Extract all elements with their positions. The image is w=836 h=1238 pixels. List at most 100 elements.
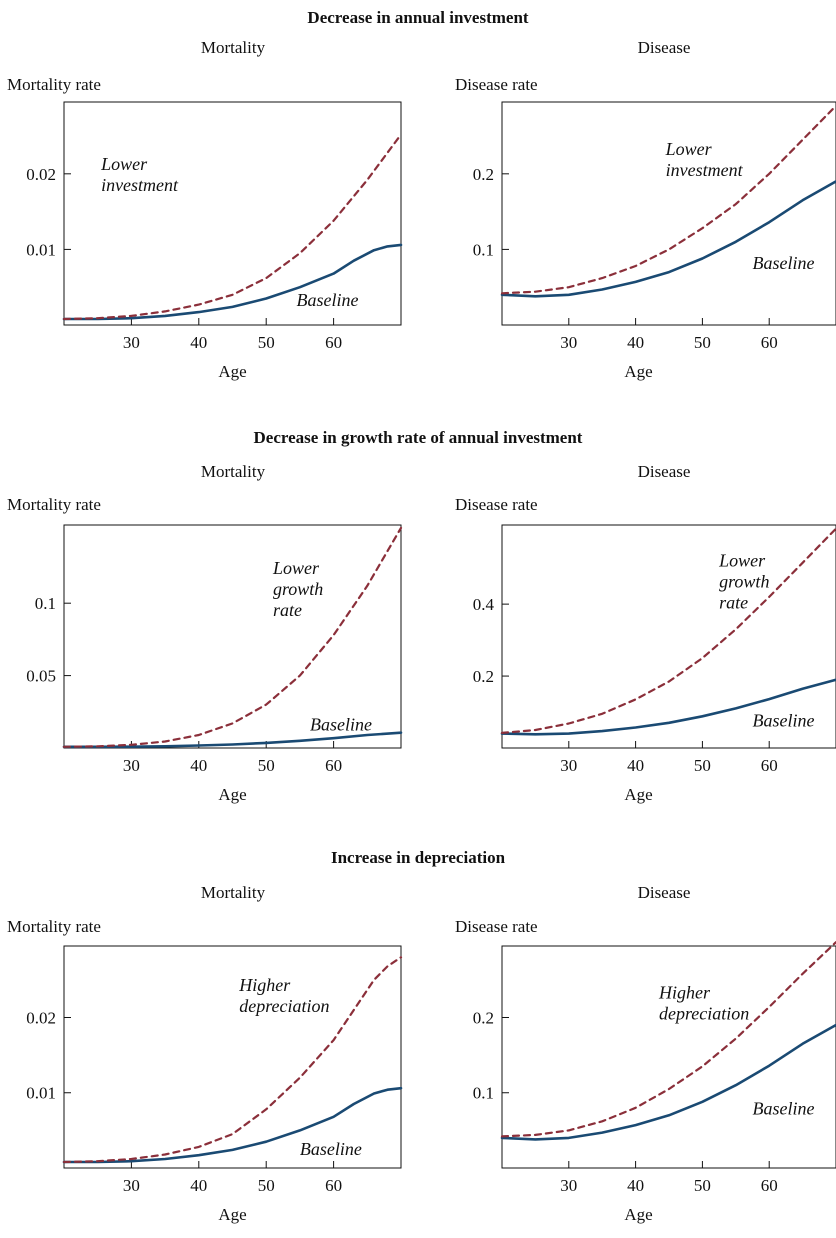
x-axis-label: Age: [624, 785, 652, 804]
alternative-series-line: [500, 941, 836, 1138]
x-tick-label: 40: [190, 333, 207, 352]
y-tick-label: 0.1: [473, 1084, 494, 1103]
baseline-series-line: [62, 1086, 403, 1164]
x-tick-label: 60: [761, 1176, 778, 1195]
y-axis-label: Mortality rate: [7, 495, 101, 514]
x-tick-label: 50: [694, 333, 711, 352]
alternative-series-line: [62, 133, 403, 321]
series-annotation: investment: [101, 175, 179, 195]
series-annotation: Baseline: [753, 1099, 815, 1119]
series-annotation: rate: [719, 592, 748, 612]
series-annotation: Lower: [100, 154, 148, 174]
y-axis-label: Disease rate: [455, 917, 538, 936]
x-tick-label: 60: [761, 333, 778, 352]
x-tick-label: 40: [190, 756, 207, 775]
y-axis-label: Mortality rate: [7, 75, 101, 94]
y-tick-label: 0.01: [26, 240, 56, 259]
alternative-series-line: [500, 527, 836, 734]
series-annotation: Baseline: [753, 710, 815, 730]
y-tick-label: 0.05: [26, 667, 56, 686]
alternative-series-line: [62, 526, 403, 748]
series-annotation: depreciation: [239, 996, 329, 1016]
baseline-series-line: [500, 180, 836, 298]
x-tick-label: 50: [694, 756, 711, 775]
y-tick-label: 0.01: [26, 1084, 56, 1103]
x-tick-label: 50: [258, 1176, 275, 1195]
y-axis-label: Disease rate: [455, 75, 538, 94]
series-annotation: Higher: [658, 983, 711, 1003]
y-tick-label: 0.4: [473, 595, 495, 614]
y-tick-label: 0.02: [26, 165, 56, 184]
panel-title: Mortality: [200, 38, 266, 57]
plot-frame: [501, 524, 836, 749]
x-tick-label: 50: [258, 756, 275, 775]
alternative-series-line: [62, 956, 403, 1164]
y-tick-label: 0.2: [473, 1008, 494, 1027]
plot-frame: [63, 101, 402, 326]
series-annotation: Lower: [718, 550, 766, 570]
y-tick-label: 0.2: [473, 165, 494, 184]
x-tick-label: 60: [761, 756, 778, 775]
section-title: Decrease in growth rate of annual invest…: [253, 428, 583, 447]
series-annotation: investment: [666, 160, 744, 180]
plot-frame: [63, 524, 402, 749]
series-annotation: growth: [273, 579, 323, 599]
x-tick-label: 30: [560, 1176, 577, 1195]
y-axis-label: Disease rate: [455, 495, 538, 514]
series-annotation: growth: [719, 571, 769, 591]
series-annotation: Baseline: [297, 290, 359, 310]
plot-frame: [501, 101, 836, 326]
panel-title: Disease: [637, 883, 691, 902]
series-annotation: depreciation: [659, 1004, 749, 1024]
x-tick-label: 30: [560, 333, 577, 352]
panel-title: Mortality: [200, 883, 266, 902]
panel-title: Mortality: [200, 462, 266, 481]
series-annotation: Baseline: [300, 1139, 362, 1159]
plot-frame: [501, 945, 836, 1169]
x-tick-label: 60: [325, 1176, 342, 1195]
x-tick-label: 30: [123, 756, 140, 775]
y-tick-label: 0.1: [473, 240, 494, 259]
x-tick-label: 30: [560, 756, 577, 775]
y-tick-label: 0.2: [473, 667, 494, 686]
panel-title: Disease: [637, 38, 691, 57]
x-axis-label: Age: [624, 1205, 652, 1224]
series-annotation: Higher: [238, 975, 291, 995]
x-axis-label: Age: [624, 362, 652, 381]
x-tick-label: 50: [694, 1176, 711, 1195]
series-annotation: Lower: [272, 558, 320, 578]
x-tick-label: 40: [627, 333, 644, 352]
series-annotation: Baseline: [310, 715, 372, 735]
series-annotation: Lower: [665, 139, 713, 159]
x-tick-label: 50: [258, 333, 275, 352]
plot-frame: [63, 945, 402, 1169]
x-tick-label: 60: [325, 756, 342, 775]
panel-title: Disease: [637, 462, 691, 481]
y-axis-label: Mortality rate: [7, 917, 101, 936]
y-tick-label: 0.02: [26, 1008, 56, 1027]
baseline-series-line: [62, 731, 403, 749]
x-tick-label: 30: [123, 333, 140, 352]
x-tick-label: 30: [123, 1176, 140, 1195]
series-annotation: Baseline: [753, 253, 815, 273]
baseline-series-line: [500, 678, 836, 736]
x-tick-label: 60: [325, 333, 342, 352]
x-tick-label: 40: [627, 1176, 644, 1195]
x-tick-label: 40: [627, 756, 644, 775]
section-title: Decrease in annual investment: [307, 8, 529, 27]
baseline-series-line: [62, 243, 403, 321]
x-axis-label: Age: [218, 362, 246, 381]
x-axis-label: Age: [218, 1205, 246, 1224]
alternative-series-line: [500, 104, 836, 295]
baseline-series-line: [500, 1023, 836, 1141]
section-title: Increase in depreciation: [330, 848, 506, 867]
x-tick-label: 40: [190, 1176, 207, 1195]
y-tick-label: 0.1: [35, 594, 56, 613]
